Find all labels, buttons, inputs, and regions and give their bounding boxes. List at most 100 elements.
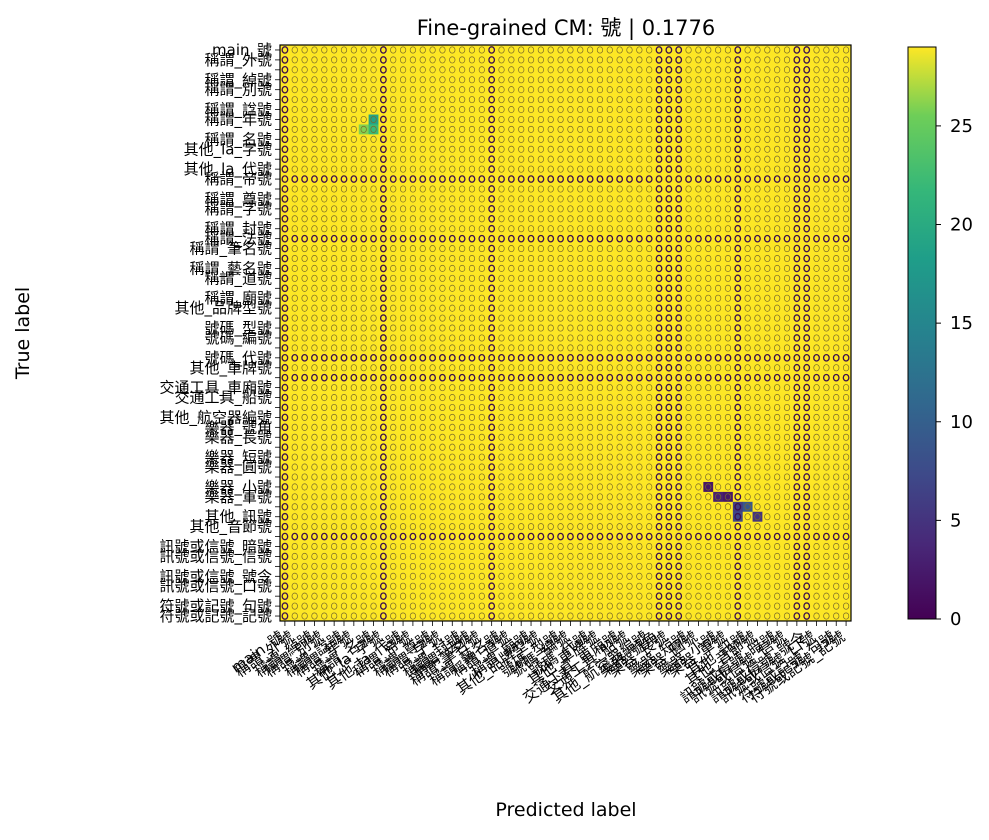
cell-count-glyph xyxy=(646,155,653,163)
cell-count-glyph xyxy=(390,453,397,461)
cell-count-glyph xyxy=(714,225,722,233)
cell-count-glyph xyxy=(488,105,496,114)
cell-count-glyph xyxy=(714,284,722,292)
cell-count-glyph xyxy=(281,383,289,392)
cell-count-glyph xyxy=(449,135,456,143)
cell-count-glyph xyxy=(675,344,683,352)
cell-count-glyph xyxy=(399,394,407,402)
cell-count-glyph xyxy=(626,225,633,233)
matrix-cell xyxy=(654,342,665,354)
cell-count-glyph xyxy=(291,225,298,233)
matrix-cell xyxy=(831,243,842,254)
matrix-cell xyxy=(407,144,419,155)
matrix-cell xyxy=(624,114,635,125)
matrix-cell xyxy=(663,193,675,205)
cell-count-glyph xyxy=(675,85,683,94)
cell-count-glyph xyxy=(774,86,781,94)
matrix-cell xyxy=(663,184,675,195)
cell-count-glyph xyxy=(350,135,357,143)
cell-count-glyph xyxy=(626,145,633,153)
cell-count-glyph xyxy=(626,304,633,312)
matrix-cell xyxy=(565,442,576,453)
matrix-cell xyxy=(575,333,586,344)
matrix-cell xyxy=(742,94,753,105)
matrix-cell xyxy=(683,412,694,423)
matrix-cell xyxy=(762,144,773,155)
matrix-cell xyxy=(447,392,458,403)
cell-count-glyph xyxy=(301,195,308,203)
cell-count-glyph xyxy=(458,353,466,362)
cell-count-glyph xyxy=(468,304,476,312)
cell-count-glyph xyxy=(468,274,476,282)
cell-count-glyph xyxy=(301,364,308,372)
matrix-cell xyxy=(437,184,448,195)
matrix-cell xyxy=(348,243,360,254)
matrix-cell xyxy=(535,372,547,384)
cell-count-glyph xyxy=(291,463,298,471)
matrix-cell xyxy=(486,114,497,125)
cell-count-glyph xyxy=(616,463,623,471)
cell-count-glyph xyxy=(675,155,683,164)
matrix-cell xyxy=(604,342,616,354)
matrix-cell xyxy=(663,303,675,314)
cell-count-glyph xyxy=(429,264,436,272)
cell-count-glyph xyxy=(449,165,456,173)
cell-count-glyph xyxy=(596,195,604,203)
matrix-cell xyxy=(417,333,429,344)
cell-count-glyph xyxy=(783,145,791,153)
cell-count-glyph xyxy=(813,225,820,233)
matrix-cell xyxy=(398,442,409,453)
matrix-cell xyxy=(378,154,389,165)
matrix-cell xyxy=(604,323,616,334)
cell-count-glyph xyxy=(764,463,771,471)
cell-count-glyph xyxy=(557,46,564,54)
cell-count-glyph xyxy=(754,145,761,153)
matrix-cell xyxy=(407,84,419,96)
cell-count-glyph xyxy=(754,205,761,213)
cell-count-glyph xyxy=(321,423,328,431)
matrix-cell xyxy=(585,263,596,274)
matrix-cell xyxy=(516,223,527,235)
cell-count-glyph xyxy=(744,423,751,431)
cell-count-glyph xyxy=(370,46,377,54)
matrix-cell xyxy=(437,323,448,334)
matrix-cell xyxy=(841,84,852,96)
cell-count-glyph xyxy=(577,304,584,312)
cell-count-glyph xyxy=(301,264,308,272)
cell-count-glyph xyxy=(301,76,308,84)
matrix-cell xyxy=(841,392,852,403)
matrix-cell xyxy=(457,243,468,254)
cell-count-glyph xyxy=(459,245,466,253)
cell-count-glyph xyxy=(576,175,584,183)
matrix-cell xyxy=(280,144,291,155)
matrix-cell xyxy=(831,84,842,96)
matrix-cell xyxy=(467,193,478,205)
cell-count-glyph xyxy=(498,56,505,64)
cell-count-glyph xyxy=(311,473,318,481)
cell-count-glyph xyxy=(616,274,623,282)
matrix-cell xyxy=(467,412,478,423)
cell-count-glyph xyxy=(626,234,633,243)
matrix-cell xyxy=(535,273,547,284)
cell-count-glyph xyxy=(724,334,732,342)
cell-count-glyph xyxy=(399,115,407,124)
cell-count-glyph xyxy=(537,86,545,94)
cell-count-glyph xyxy=(311,453,318,461)
cell-count-glyph xyxy=(488,214,496,223)
matrix-cell xyxy=(575,84,586,96)
matrix-cell xyxy=(457,442,468,453)
cell-count-glyph xyxy=(744,245,751,253)
cell-count-glyph xyxy=(449,334,456,342)
cell-count-glyph xyxy=(626,463,633,471)
cell-count-glyph xyxy=(626,294,633,302)
matrix-cell xyxy=(339,253,350,264)
matrix-cell xyxy=(604,174,616,185)
cell-count-glyph xyxy=(527,264,535,272)
cell-count-glyph xyxy=(537,284,545,292)
matrix-cell xyxy=(673,64,685,76)
matrix-cell xyxy=(339,432,350,443)
matrix-cell xyxy=(673,74,685,86)
cell-count-glyph xyxy=(833,165,840,173)
cell-count-glyph xyxy=(714,254,722,263)
matrix-cell xyxy=(339,154,350,165)
